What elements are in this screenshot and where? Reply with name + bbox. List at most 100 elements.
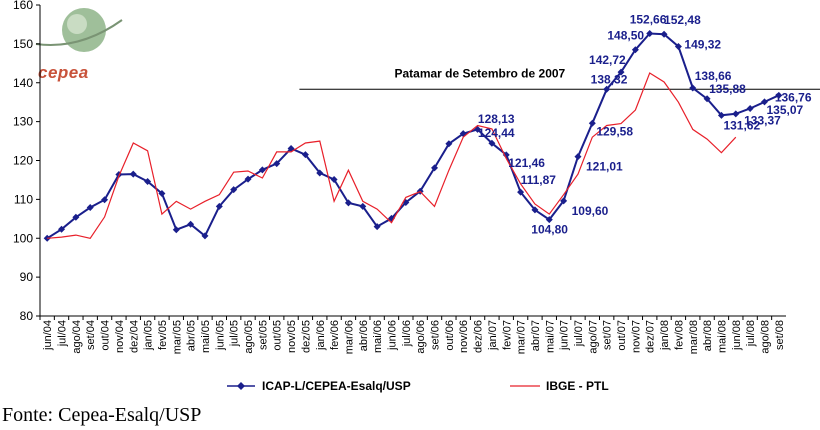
x-tick-label: set/05 (257, 320, 269, 350)
x-tick-label: mai/08 (716, 320, 728, 353)
data-label: 152,48 (664, 13, 701, 27)
globe-highlight (67, 14, 87, 34)
data-label: 152,66 (630, 13, 667, 27)
data-point-icap (172, 226, 180, 234)
x-tick-label: mai/07 (544, 320, 556, 353)
x-tick-label: abr/08 (702, 320, 714, 351)
x-tick-label: dez/07 (645, 320, 657, 353)
x-tick-label: fev/08 (673, 320, 685, 350)
data-point-icap (373, 223, 381, 231)
x-tick-label: ago/07 (587, 320, 599, 354)
y-tick-label: 110 (14, 192, 33, 206)
data-point-icap (43, 234, 51, 242)
x-tick-label: out/05 (272, 320, 284, 351)
data-point-icap (717, 111, 725, 119)
data-point-icap (732, 110, 740, 118)
x-tick-label: ago/06 (415, 320, 427, 354)
series-group (43, 30, 783, 242)
data-point-icap (488, 139, 496, 147)
data-point-icap (101, 196, 109, 204)
y-tick-label: 100 (13, 231, 33, 245)
cepea-logo: cepea (35, 8, 123, 82)
data-point-icap (603, 85, 611, 93)
data-point-icap (631, 46, 639, 54)
x-tick-label: set/08 (774, 320, 786, 350)
x-tick-label: jan/05 (143, 320, 155, 351)
data-point-icap (588, 119, 596, 127)
data-label: 138,66 (695, 69, 732, 83)
data-label: 136,76 (775, 90, 812, 104)
data-point-icap (58, 225, 66, 233)
data-point-icap (330, 176, 338, 184)
data-point-icap (72, 213, 80, 221)
data-point-icap (344, 199, 352, 207)
logo-label: cepea (38, 63, 89, 82)
x-tick-label: jan/07 (487, 320, 499, 351)
x-tick-label: set/06 (430, 320, 442, 350)
data-label: 121,01 (586, 160, 623, 174)
data-label: 148,50 (607, 29, 644, 43)
data-point-icap (215, 202, 223, 210)
data-point-icap (301, 151, 309, 159)
y-tick-label: 130 (13, 115, 33, 129)
x-tick-label: mar/05 (171, 320, 183, 354)
data-point-icap (703, 95, 711, 103)
data-point-icap (517, 188, 525, 196)
data-point-icap (258, 166, 266, 174)
x-tick-label: jun/05 (214, 320, 226, 351)
data-point-icap (775, 91, 783, 99)
x-tick-label: mar/06 (343, 320, 355, 354)
data-point-icap (617, 68, 625, 76)
y-tick-label: 140 (13, 76, 33, 90)
x-tick-label: out/07 (616, 320, 628, 351)
data-point-icap (445, 140, 453, 148)
x-tick-label: jul/04 (57, 320, 69, 347)
data-point-icap (158, 190, 166, 198)
x-tick-label: nov/05 (286, 320, 298, 353)
y-tick-label: 80 (20, 309, 34, 323)
x-tick-label: nov/07 (630, 320, 642, 353)
data-point-icap (201, 232, 209, 240)
legend-label-ibge: IBGE - PTL (546, 379, 609, 393)
data-point-icap (431, 164, 439, 172)
data-point-icap (187, 220, 195, 228)
x-tick-label: jun/07 (559, 320, 571, 351)
data-point-icap (646, 30, 654, 38)
x-tick-label: abr/06 (358, 320, 370, 351)
x-tick-label: out/06 (444, 320, 456, 351)
x-tick-label: fev/06 (329, 320, 341, 350)
data-label: 135,07 (766, 103, 803, 117)
x-tick-label: mar/07 (516, 320, 528, 354)
data-point-icap (502, 151, 510, 159)
data-point-icap (144, 177, 152, 185)
y-tick-label: 90 (20, 270, 34, 284)
x-tick-label: jun/04 (42, 320, 54, 351)
data-label: 121,46 (508, 156, 545, 170)
data-label: 138,32 (591, 72, 628, 86)
x-tick-label: jul/07 (573, 320, 585, 347)
data-point-icap (560, 197, 568, 205)
data-label: 133,37 (744, 114, 781, 128)
data-label: 124,44 (478, 126, 515, 140)
x-tick-label: ago/08 (759, 320, 771, 354)
annotation-group: Patamar de Setembro de 2007 (299, 66, 820, 90)
x-tick-label: jul/06 (401, 320, 413, 347)
data-point-icap (531, 206, 539, 214)
x-tick-label: nov/04 (114, 320, 126, 353)
data-point-icap (244, 175, 252, 183)
data-point-icap (129, 170, 137, 178)
x-tick-label: fev/05 (157, 320, 169, 350)
x-tick-label: jan/08 (659, 320, 671, 351)
legend-label-icap: ICAP-L/CEPEA-Esalq/USP (262, 379, 411, 393)
data-point-icap (674, 43, 682, 51)
data-point-icap (760, 98, 768, 106)
data-label: 131,62 (723, 118, 760, 132)
data-label: 111,87 (521, 173, 557, 187)
legend: ICAP-L/CEPEA-Esalq/USP IBGE - PTL (227, 379, 609, 393)
y-tick-label: 120 (13, 154, 33, 168)
legend-diamond-icon (237, 382, 245, 390)
x-tick-label: jul/08 (745, 320, 757, 347)
orbit-swoosh (35, 19, 123, 46)
data-label: 149,32 (684, 38, 721, 52)
